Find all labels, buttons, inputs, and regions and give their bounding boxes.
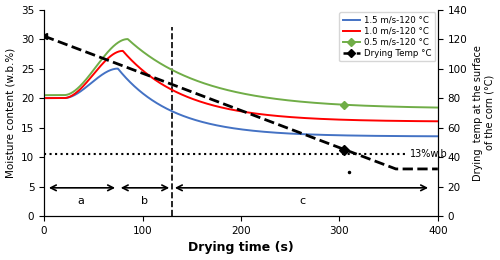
Legend: 1.5 m/s-120 °C, 1.0 m/s-120 °C, 0.5 m/s-120 °C, Drying Temp °C: 1.5 m/s-120 °C, 1.0 m/s-120 °C, 0.5 m/s-…: [340, 12, 435, 61]
X-axis label: Drying time (s): Drying time (s): [188, 242, 294, 255]
Text: b: b: [141, 196, 148, 206]
Y-axis label: Drying  temp at the surface
of the corn (°C): Drying temp at the surface of the corn (…: [473, 45, 494, 181]
Text: a: a: [77, 196, 84, 206]
Y-axis label: Moisture content (w.b.%): Moisture content (w.b.%): [6, 48, 16, 178]
Text: c: c: [299, 196, 305, 206]
Text: 13%w.b: 13%w.b: [410, 149, 448, 159]
